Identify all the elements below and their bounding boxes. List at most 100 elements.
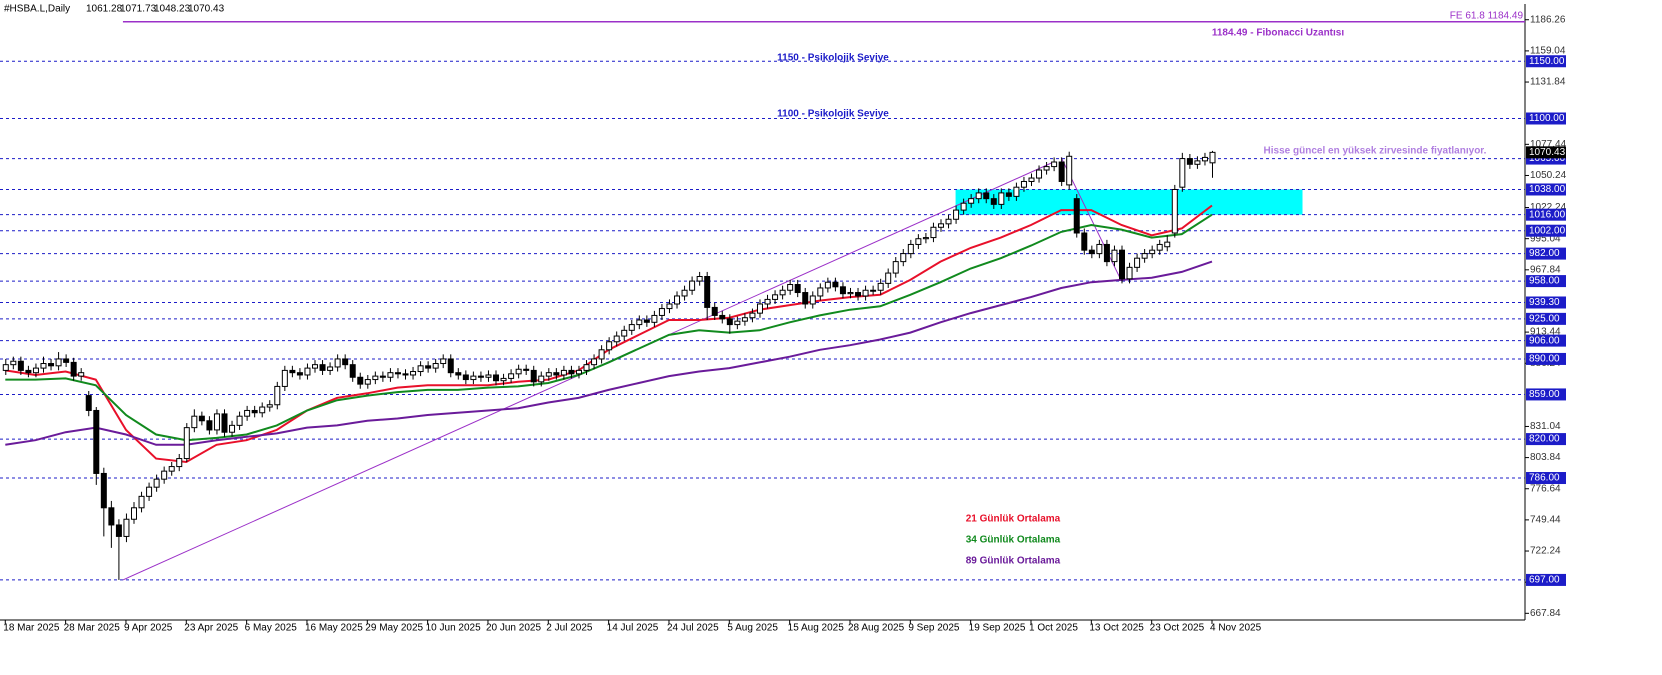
candle-body	[960, 202, 967, 211]
candle-body	[78, 372, 85, 377]
candle-body	[364, 379, 371, 385]
candle-body	[244, 409, 251, 417]
candle-body	[1119, 249, 1126, 280]
level-label-box	[1526, 334, 1566, 347]
candle-body	[25, 369, 32, 374]
level-label: 939.30	[1529, 297, 1560, 308]
candle-body	[998, 192, 1005, 205]
candle-body	[915, 238, 922, 245]
candle-body	[259, 406, 266, 414]
candle-body	[1111, 249, 1118, 263]
candle-body	[32, 367, 39, 374]
candle-body	[100, 472, 107, 509]
candle-body	[674, 295, 681, 305]
candle-body	[183, 427, 190, 460]
close-value: 1070.43	[188, 4, 225, 15]
candle-body	[839, 286, 846, 295]
candle-body	[832, 281, 839, 288]
candle-body	[138, 495, 145, 509]
candle-body	[1073, 198, 1080, 234]
candle-body	[206, 420, 213, 431]
candle-body	[425, 365, 432, 369]
candle-body	[545, 372, 552, 377]
candle-body	[1088, 249, 1095, 255]
candle-body	[455, 372, 462, 376]
candle-body	[1036, 169, 1043, 179]
candle-body	[327, 366, 334, 371]
legend-label: 89 Günlük Ortalama	[966, 556, 1061, 567]
level-label-box	[1526, 472, 1566, 485]
candle-body	[508, 373, 515, 379]
x-tick-label: 24 Jul 2025	[667, 623, 719, 634]
candle-body	[930, 226, 937, 239]
candle-body	[658, 308, 665, 316]
candle-body	[40, 363, 47, 369]
level-label: 697.00	[1529, 575, 1560, 586]
high-value: 1071.73	[120, 4, 157, 15]
y-tick-label: 1022.24	[1530, 202, 1567, 213]
candle-body	[726, 318, 733, 326]
candle-body	[575, 369, 582, 375]
candle-body	[847, 292, 854, 295]
level-label-box	[1526, 573, 1566, 586]
candle-body	[772, 294, 779, 300]
candle-body	[885, 272, 892, 284]
level-label-box	[1526, 388, 1566, 401]
x-tick-label: 6 May 2025	[245, 623, 298, 634]
candle-body	[613, 335, 620, 343]
level-label-box	[1526, 208, 1566, 221]
y-tick-label: 722.24	[1530, 546, 1561, 557]
x-tick-label: 20 Jun 2025	[486, 623, 541, 634]
level-label: 820.00	[1529, 434, 1560, 445]
candle-body	[10, 360, 17, 366]
x-tick-label: 18 Mar 2025	[3, 623, 60, 634]
level-label-box	[1526, 224, 1566, 237]
level-label: 890.00	[1529, 354, 1560, 365]
candle-body	[1028, 177, 1035, 182]
candle-body	[1013, 186, 1020, 197]
candle-body	[115, 524, 122, 537]
x-tick-label: 28 Aug 2025	[848, 623, 905, 634]
level-label: 982.00	[1529, 248, 1560, 259]
candle-body	[1156, 243, 1163, 251]
candle-body	[274, 385, 281, 406]
candle-body	[477, 375, 484, 378]
x-tick-label: 9 Apr 2025	[124, 623, 173, 634]
candle-body	[462, 374, 469, 381]
candle-body	[85, 395, 92, 411]
y-tick-label: 1159.04	[1530, 46, 1566, 57]
candle-body	[922, 237, 929, 240]
level-label: 925.00	[1529, 314, 1560, 325]
candle-body	[1134, 257, 1141, 268]
candle-body	[756, 303, 763, 314]
candle-body	[229, 424, 236, 433]
candle-body	[251, 409, 258, 414]
candle-body	[1081, 232, 1088, 251]
level-label-box	[1526, 296, 1566, 309]
annotation: 1100 - Psikolojik Seviye	[777, 109, 889, 120]
candle-body	[1005, 192, 1012, 197]
x-tick-label: 23 Oct 2025	[1150, 623, 1205, 634]
x-tick-label: 9 Sep 2025	[908, 623, 960, 634]
candle-body	[1058, 161, 1065, 182]
y-tick-label: 776.64	[1530, 483, 1561, 494]
level-label: 958.00	[1529, 276, 1560, 287]
candle-body	[794, 284, 801, 294]
level-label-box	[1526, 55, 1566, 68]
candle-body	[379, 375, 386, 378]
candle-body	[394, 372, 401, 375]
candle-body	[1051, 161, 1058, 168]
x-tick-label: 2 Jul 2025	[546, 623, 593, 634]
candle-body	[681, 289, 688, 297]
candle-body	[289, 369, 296, 374]
candle-body	[1186, 158, 1193, 165]
y-tick-label: 667.84	[1530, 608, 1561, 619]
level-label: 1100.00	[1529, 113, 1565, 124]
level-label: 1065.00	[1529, 153, 1566, 164]
y-tick-label: 1131.84	[1530, 77, 1566, 88]
support-zone	[955, 189, 1303, 215]
candle-body	[1179, 158, 1186, 188]
annotation: 1150 - Psikolojik Seviye	[777, 53, 889, 64]
candle-body	[410, 371, 417, 376]
